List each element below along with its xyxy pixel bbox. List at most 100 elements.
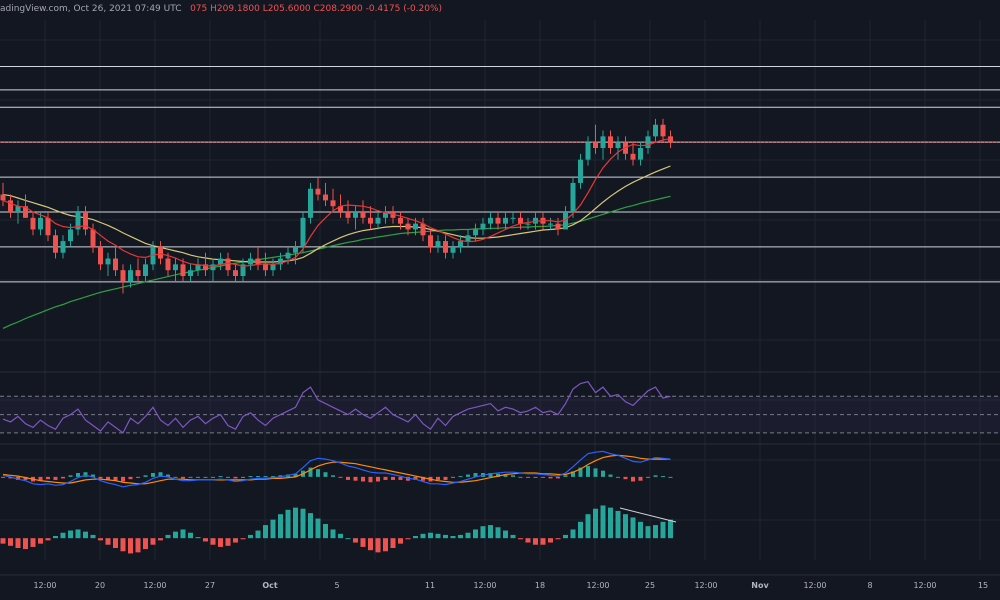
candle-body [83,212,88,230]
candle-body [450,246,456,253]
histogram-bar [165,534,171,539]
ohlc-readout: 075 H209.1800 L205.6000 C208.2900 -0.417… [190,4,443,14]
macd-diff-bar [211,476,215,478]
candle-body [120,270,126,282]
candle-body [128,270,133,282]
histogram-bar [630,517,636,539]
histogram-bar [23,538,28,550]
histogram-bar [300,508,306,539]
time-axis-label: 12:00 [803,581,826,590]
histogram-bar [173,531,178,539]
histogram-bar [270,519,276,539]
candle [360,200,366,224]
histogram-bar [570,529,576,539]
candle-body [525,223,531,225]
candle-body [638,148,643,160]
candle [30,212,36,236]
histogram-bar [413,536,418,539]
time-axis-label: 12:00 [694,581,717,590]
candle [330,188,336,212]
candle [293,241,298,265]
candle-body [645,136,651,148]
horizontal-levels [0,66,1000,283]
histogram-bar [323,524,328,539]
candle-body [98,246,103,265]
candle-body [465,235,471,242]
macd-diff-bar [23,476,28,480]
macd-diff-bar [436,476,440,480]
macd-diff-bar [143,475,148,477]
candle-body [608,136,613,148]
candle [593,124,598,154]
candle [555,217,561,236]
histogram-bar [420,533,426,539]
histogram-bar [488,525,493,539]
time-axis-label: Nov [751,581,769,590]
histogram-bar [465,532,471,539]
histogram-bar [210,538,216,545]
candle [173,258,178,282]
candle-body [270,264,276,271]
candle [615,136,621,160]
histogram-bar [75,529,81,539]
macd-diff-bar [473,473,478,477]
candle-body [90,229,96,247]
candle-body [405,223,411,230]
candle [143,258,148,282]
candle [45,212,51,242]
macd-diff-bar [158,472,163,477]
macd-line [2,450,671,488]
candle [420,217,426,242]
chart-header: adingView.com, Oct 26, 2021 07:49 UTC 07… [0,0,1000,18]
histogram-bar [8,538,13,546]
macd-diff-bar [331,475,335,477]
macd-diff-bar [526,476,530,478]
candle [60,235,66,259]
candle-body [518,217,523,224]
candle [105,252,111,276]
candle [255,246,261,271]
candle [495,212,501,230]
macd-diff-bar [518,476,523,478]
time-axis: 12:00 20 12:00 27 Oct 5 11 12:00 18 12:00 25 12:00 N… [33,581,988,590]
candle-body [68,229,73,242]
candle-body [15,206,21,212]
candle [458,235,463,253]
histogram-bar [435,533,441,539]
histogram-bar [390,538,396,548]
histogram-bar [308,513,313,539]
time-axis-label: 25 [645,581,655,590]
candle-body [23,206,28,218]
histogram-bar [668,519,673,539]
candle-body [630,153,636,160]
candle [600,130,606,160]
macd-diff-bar [451,476,455,478]
candle [315,177,321,201]
macd-diff-bar [533,476,538,478]
histogram-bar [503,530,508,539]
candle-body [30,217,36,230]
candle-body [428,235,433,247]
candle-body [278,258,283,265]
histogram-bar [360,538,366,547]
histogram-bar [578,521,583,539]
macd-diff-bar [271,476,275,478]
histogram-bar [98,538,103,541]
candle-body [233,270,238,276]
candle-body [45,217,51,236]
candle [510,212,516,224]
candle [240,258,246,282]
candle-body [578,159,583,183]
macd-diff-bar [106,476,110,480]
macd-diff-bar [353,476,358,481]
histogram-bar [638,521,643,539]
candle-body [0,194,6,201]
candle-body [383,212,388,218]
candle [128,264,133,288]
candle-body [563,212,568,230]
histogram-bar [240,538,246,540]
candle [98,241,103,271]
candle-body [38,217,43,230]
macd-diff-bar [623,476,628,480]
